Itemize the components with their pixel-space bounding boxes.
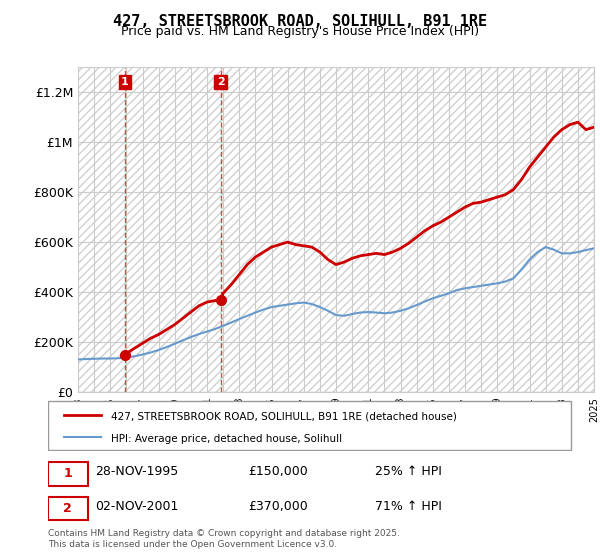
Text: 25% ↑ HPI: 25% ↑ HPI [376, 465, 442, 478]
FancyBboxPatch shape [48, 497, 88, 520]
FancyBboxPatch shape [48, 462, 88, 486]
Text: 427, STREETSBROOK ROAD, SOLIHULL, B91 1RE (detached house): 427, STREETSBROOK ROAD, SOLIHULL, B91 1R… [112, 412, 457, 422]
Text: £150,000: £150,000 [248, 465, 308, 478]
Text: £370,000: £370,000 [248, 500, 308, 512]
Text: Contains HM Land Registry data © Crown copyright and database right 2025.
This d: Contains HM Land Registry data © Crown c… [48, 529, 400, 549]
Text: 2: 2 [217, 77, 224, 87]
Text: 1: 1 [63, 468, 72, 480]
Text: 1: 1 [121, 77, 128, 87]
Text: 28-NOV-1995: 28-NOV-1995 [95, 465, 179, 478]
Text: 2: 2 [63, 502, 72, 515]
Text: 71% ↑ HPI: 71% ↑ HPI [376, 500, 442, 512]
Text: Price paid vs. HM Land Registry's House Price Index (HPI): Price paid vs. HM Land Registry's House … [121, 25, 479, 38]
FancyBboxPatch shape [48, 402, 571, 450]
Text: 02-NOV-2001: 02-NOV-2001 [95, 500, 179, 512]
Text: HPI: Average price, detached house, Solihull: HPI: Average price, detached house, Soli… [112, 433, 343, 444]
Text: 427, STREETSBROOK ROAD, SOLIHULL, B91 1RE: 427, STREETSBROOK ROAD, SOLIHULL, B91 1R… [113, 14, 487, 29]
